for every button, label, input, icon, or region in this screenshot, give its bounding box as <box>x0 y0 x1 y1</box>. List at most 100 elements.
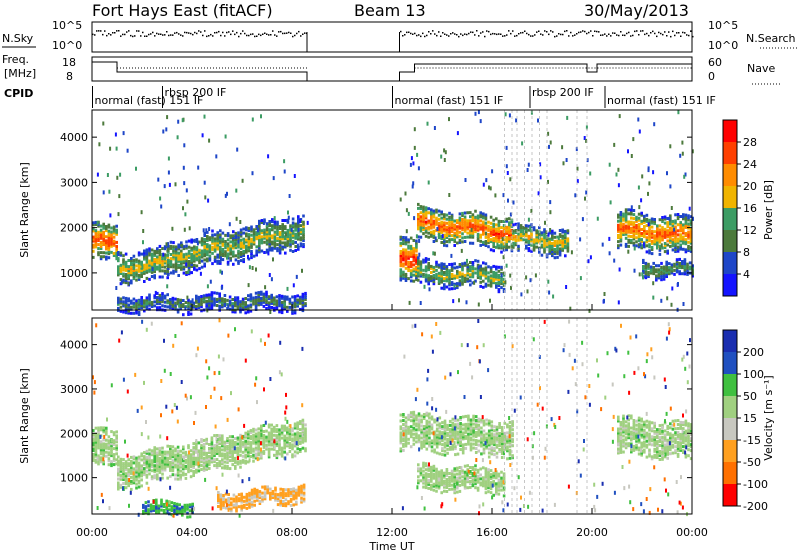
echo-cell <box>299 299 302 303</box>
scatter-echo-cell <box>109 213 112 218</box>
scatter-echo-cell <box>186 295 189 300</box>
echo-cell <box>243 505 246 509</box>
echo-cell <box>278 298 281 302</box>
echo-cell <box>409 273 413 277</box>
echo-cell <box>492 239 495 242</box>
scatter-echo-cell <box>601 242 604 247</box>
echo-cell <box>255 253 258 257</box>
echo-cell <box>299 432 302 436</box>
echo-cell <box>254 442 258 446</box>
echo-cell <box>463 211 467 215</box>
scatter-echo-cell <box>115 286 118 290</box>
echo-cell <box>265 290 268 294</box>
echo-cell <box>231 304 234 308</box>
noise-sample <box>630 35 632 37</box>
echo-cell <box>275 456 279 460</box>
echo-cell <box>208 461 211 464</box>
echo-cell <box>182 467 185 471</box>
echo-cell <box>402 444 405 448</box>
scatter-echo-cell <box>415 234 418 239</box>
echo-cell <box>181 509 184 513</box>
echo-cell <box>676 249 680 253</box>
echo-cell <box>94 450 98 454</box>
echo-cell <box>122 268 125 272</box>
echo-cell <box>430 220 433 224</box>
echo-cell <box>105 450 108 454</box>
echo-cell <box>221 237 225 241</box>
echo-cell <box>165 499 168 503</box>
echo-cell <box>221 249 225 253</box>
noise-sample <box>144 35 146 37</box>
echo-cell <box>248 493 251 497</box>
echo-cell <box>142 503 145 507</box>
scatter-echo-cell <box>247 254 249 259</box>
echo-cell <box>622 230 625 234</box>
noise-sample <box>426 34 428 37</box>
echo-cell <box>177 255 180 259</box>
echo-cell <box>224 492 228 496</box>
echo-cell <box>440 280 443 284</box>
echo-cell <box>437 227 441 231</box>
scatter-echo-cell <box>199 271 202 276</box>
scatter-echo-cell <box>203 180 206 185</box>
echo-cell <box>97 251 100 255</box>
echo-cell <box>409 429 413 433</box>
echo-cell <box>448 287 451 291</box>
scatter-echo-cell <box>407 211 410 216</box>
echo-cell <box>197 302 201 305</box>
echo-cell <box>647 262 650 266</box>
echo-cell <box>169 261 173 265</box>
echo-cell <box>130 461 133 465</box>
echo-cell <box>435 239 438 243</box>
echo-cell <box>487 224 490 228</box>
echo-cell <box>228 455 232 459</box>
echo-cell <box>211 237 214 241</box>
scatter-echo-cell <box>615 172 618 177</box>
noise-sample <box>668 31 670 33</box>
echo-cell <box>432 229 436 233</box>
scatter-echo-cell <box>167 170 170 175</box>
echo-cell <box>622 226 625 230</box>
echo-cell <box>161 265 164 269</box>
echo-cell <box>176 469 180 473</box>
echo-cell <box>145 260 149 264</box>
echo-cell <box>687 246 690 250</box>
echo-cell <box>525 246 528 250</box>
echo-cell <box>110 444 113 448</box>
echo-cell <box>231 441 234 445</box>
echo-cell <box>257 297 260 301</box>
echo-cell <box>402 238 405 242</box>
velocity-echo-layer <box>92 318 693 519</box>
echo-cell <box>218 454 221 458</box>
echo-cell <box>440 264 443 268</box>
echo-cell <box>430 230 433 234</box>
echo-cell <box>482 232 485 236</box>
scatter-echo-cell <box>227 304 230 309</box>
echo-cell <box>191 510 194 514</box>
echo-cell <box>632 209 636 212</box>
echo-cell <box>689 219 693 223</box>
echo-cell <box>92 229 95 233</box>
echo-cell <box>437 217 441 221</box>
echo-cell <box>419 274 423 278</box>
echo-cell <box>440 272 443 276</box>
echo-cell <box>124 296 128 300</box>
echo-cell <box>489 215 493 219</box>
echo-cell <box>268 232 271 236</box>
scatter-echo-cell <box>466 258 468 263</box>
echo-cell <box>250 239 253 243</box>
echo-cell <box>185 260 188 264</box>
echo-cell <box>448 226 451 229</box>
scatter-echo-cell <box>647 191 649 196</box>
echo-cell <box>182 473 185 477</box>
echo-cell <box>288 299 292 303</box>
echo-cell <box>187 239 191 243</box>
noise-sample <box>132 35 134 38</box>
echo-cell <box>274 496 277 500</box>
echo-cell <box>260 426 263 430</box>
echo-cell <box>650 252 654 256</box>
echo-cell <box>458 222 462 226</box>
echo-cell <box>482 279 485 283</box>
echo-cell <box>255 251 258 255</box>
echo-cell <box>656 240 659 244</box>
